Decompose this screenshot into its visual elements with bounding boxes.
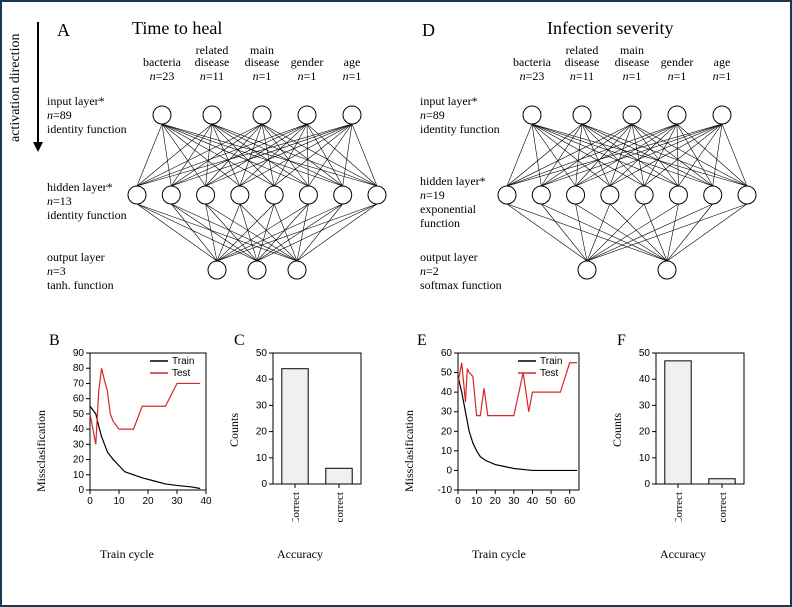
svg-text:60: 60 (441, 348, 453, 359)
svg-text:n=23: n=23 (520, 69, 545, 83)
chartC-ylabel: Counts (227, 413, 242, 447)
svg-text:bacteria: bacteria (143, 55, 182, 69)
panel-title-A: Time to heal (132, 18, 222, 39)
chartF-ylabel: Counts (610, 413, 625, 447)
svg-text:50: 50 (441, 368, 453, 379)
svg-text:Incorrect: Incorrect (717, 492, 729, 522)
svg-text:0: 0 (446, 465, 452, 476)
svg-text:n=1: n=1 (713, 69, 732, 83)
svg-text:0: 0 (87, 496, 93, 507)
svg-text:30: 30 (73, 439, 85, 450)
figure-frame: A Time to heal D Infection severity acti… (0, 0, 792, 607)
svg-text:10: 10 (113, 496, 125, 507)
svg-text:disease: disease (615, 55, 650, 69)
netD-output-label: output layer n=2 softmax function (420, 250, 502, 292)
panel-label-B: B (49, 332, 60, 350)
netD-input-label: input layer* n=89 identity function (420, 94, 500, 136)
svg-text:age: age (344, 55, 361, 69)
panel-label-A: A (57, 20, 70, 41)
svg-text:0: 0 (78, 485, 84, 496)
svg-text:30: 30 (441, 407, 453, 418)
svg-text:40: 40 (527, 496, 539, 507)
svg-text:Correct: Correct (290, 492, 302, 522)
svg-text:n=1: n=1 (343, 69, 362, 83)
svg-text:10: 10 (471, 496, 483, 507)
netA-hidden-label: hidden layer* n=13 identity function (47, 180, 127, 222)
netA-input-label: input layer* n=89 identity function (47, 94, 127, 136)
svg-text:20: 20 (256, 427, 268, 438)
panel-label-E: E (417, 332, 427, 350)
svg-text:n=1: n=1 (623, 69, 642, 83)
activation-arrow (30, 22, 46, 152)
svg-text:10: 10 (441, 446, 453, 457)
svg-text:90: 90 (73, 348, 85, 359)
svg-text:Incorrect: Incorrect (334, 492, 346, 522)
svg-text:50: 50 (73, 409, 85, 420)
svg-text:50: 50 (546, 496, 558, 507)
svg-text:40: 40 (639, 374, 651, 385)
svg-text:70: 70 (73, 378, 85, 389)
svg-text:60: 60 (564, 496, 576, 507)
svg-text:disease: disease (245, 55, 280, 69)
svg-text:60: 60 (73, 394, 85, 405)
svg-text:10: 10 (639, 453, 651, 464)
svg-text:n=23: n=23 (150, 69, 175, 83)
activation-direction-label: activation direction (8, 34, 24, 142)
svg-text:30: 30 (508, 496, 520, 507)
svg-text:40: 40 (256, 374, 268, 385)
svg-text:30: 30 (256, 400, 268, 411)
svg-text:0: 0 (455, 496, 461, 507)
chartE-xlabel: Train cycle (472, 547, 526, 562)
svg-text:disease: disease (195, 55, 230, 69)
chartB-xlabel: Train cycle (100, 547, 154, 562)
svg-text:-10: -10 (438, 485, 453, 496)
svg-text:Train: Train (172, 356, 194, 367)
chartC-xlabel: Accuracy (277, 547, 323, 562)
svg-text:0: 0 (644, 479, 650, 490)
svg-text:n=1: n=1 (298, 69, 317, 83)
svg-text:40: 40 (441, 387, 453, 398)
svg-text:50: 50 (639, 348, 651, 359)
svg-text:Correct: Correct (673, 492, 685, 522)
panel-label-F: F (617, 332, 626, 350)
svg-text:30: 30 (639, 400, 651, 411)
svg-text:80: 80 (73, 363, 85, 374)
svg-text:10: 10 (256, 453, 268, 464)
svg-text:bacteria: bacteria (513, 55, 552, 69)
chart-E: -1001020304050600102030405060TrainTest (430, 347, 585, 517)
svg-text:50: 50 (256, 348, 268, 359)
svg-text:n=11: n=11 (200, 69, 224, 83)
svg-text:20: 20 (142, 496, 154, 507)
svg-text:20: 20 (73, 455, 85, 466)
svg-text:n=11: n=11 (570, 69, 594, 83)
chart-B: 0 10 20 30 40 50 60 70 80 90 0 10 20 30 40 TrainTest (62, 347, 212, 517)
svg-text:40: 40 (200, 496, 212, 507)
svg-text:40: 40 (73, 424, 85, 435)
chartF-xlabel: Accuracy (660, 547, 706, 562)
chart-F: 0 10 20 30 40 50 Correct Incorrect (630, 347, 750, 527)
panel-title-D: Infection severity (547, 18, 673, 39)
panel-label-D: D (422, 20, 435, 41)
svg-text:20: 20 (441, 426, 453, 437)
svg-text:10: 10 (73, 470, 85, 481)
svg-text:Test: Test (540, 368, 559, 379)
svg-text:gender: gender (661, 55, 694, 69)
svg-text:20: 20 (639, 427, 651, 438)
svg-text:30: 30 (171, 496, 183, 507)
netD-hidden-label: hidden layer* n=19 exponential function (420, 174, 486, 230)
svg-text:0: 0 (261, 479, 267, 490)
panel-label-C: C (234, 332, 245, 350)
chartE-ylabel: Missclasification (402, 410, 417, 492)
svg-text:Train: Train (540, 356, 562, 367)
svg-text:20: 20 (490, 496, 502, 507)
chartB-ylabel: Missclasification (34, 410, 49, 492)
svg-text:age: age (714, 55, 731, 69)
netA-output-label: output layer n=3 tanh. function (47, 250, 114, 292)
svg-text:gender: gender (291, 55, 324, 69)
svg-text:n=1: n=1 (668, 69, 687, 83)
svg-text:Test: Test (172, 368, 191, 379)
svg-text:n=1: n=1 (253, 69, 272, 83)
svg-text:disease: disease (565, 55, 600, 69)
chart-C: 0 10 20 30 40 50 Correct Incorrect (247, 347, 367, 527)
